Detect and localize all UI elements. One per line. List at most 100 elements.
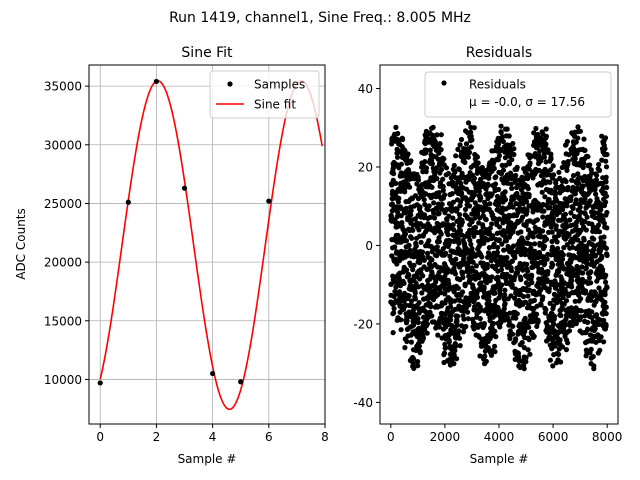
residual-point	[472, 192, 478, 198]
residual-point	[487, 335, 493, 341]
residual-point	[411, 356, 417, 362]
residual-point	[524, 261, 530, 267]
residual-point	[483, 358, 489, 364]
residual-point	[546, 196, 552, 203]
residual-point	[454, 206, 460, 212]
residual-point	[540, 214, 546, 220]
residual-point	[418, 239, 424, 245]
residual-point	[491, 241, 497, 247]
residual-point	[455, 313, 461, 319]
residual-point	[429, 184, 435, 190]
residuals-xtick-label: 0	[387, 430, 395, 444]
residuals-xlabel: Sample #	[470, 452, 529, 466]
residual-point	[438, 290, 444, 296]
residual-point	[430, 124, 436, 130]
residual-point	[465, 309, 471, 315]
residual-point	[481, 284, 487, 290]
residual-point	[396, 275, 402, 281]
residual-point	[599, 157, 605, 163]
residual-point	[522, 315, 528, 321]
sine-fit-ytick-label: 20000	[44, 256, 82, 270]
residual-point	[484, 261, 490, 268]
residual-point	[412, 216, 418, 222]
residual-point	[476, 188, 482, 194]
residual-point	[514, 190, 520, 197]
residual-point	[541, 154, 548, 160]
residual-point	[514, 311, 520, 317]
residual-point	[593, 191, 599, 197]
residual-point	[518, 229, 524, 235]
residual-point	[421, 197, 427, 203]
residual-point	[527, 351, 533, 357]
residual-point	[504, 126, 510, 132]
residual-point	[575, 171, 581, 177]
residual-point	[415, 177, 422, 183]
residual-point	[550, 303, 557, 309]
sample-point	[153, 78, 160, 85]
residual-point	[582, 288, 589, 294]
residual-point	[514, 164, 520, 170]
residual-point	[509, 185, 515, 191]
residual-point	[524, 207, 530, 213]
residual-point	[396, 195, 402, 201]
residual-point	[533, 125, 539, 132]
residual-point	[499, 134, 506, 140]
residual-point	[507, 335, 513, 342]
residual-point	[518, 276, 524, 283]
residual-point	[459, 289, 466, 295]
residual-point	[486, 294, 492, 300]
residual-point	[553, 223, 559, 229]
residual-point	[420, 335, 426, 341]
residual-point	[415, 363, 421, 369]
residual-point	[582, 219, 588, 225]
residual-point	[508, 268, 515, 274]
residual-point	[389, 182, 395, 188]
residual-point	[416, 227, 422, 233]
residual-point	[580, 270, 586, 276]
residual-point	[454, 356, 460, 362]
residuals-xtick-label: 4000	[484, 430, 515, 444]
residual-point	[578, 314, 584, 320]
residual-point	[406, 293, 412, 299]
residual-point	[548, 156, 554, 162]
residual-point	[456, 166, 462, 172]
residual-point	[457, 343, 463, 349]
residual-point	[396, 289, 403, 295]
residual-point	[450, 199, 456, 205]
residual-point	[428, 304, 434, 310]
residual-point	[513, 172, 519, 179]
residual-point	[603, 272, 609, 278]
residual-point	[592, 290, 599, 296]
residual-point	[509, 157, 515, 163]
residual-point	[480, 260, 486, 266]
residual-point	[438, 147, 444, 153]
residual-point	[540, 228, 546, 234]
residual-point	[416, 343, 422, 349]
residual-point	[581, 136, 587, 142]
residual-point	[463, 323, 469, 330]
residual-point	[512, 255, 518, 261]
residual-point	[592, 187, 598, 193]
residual-point	[489, 221, 495, 227]
residual-point	[492, 290, 498, 296]
residuals-ytick-label: -20	[353, 317, 373, 331]
residual-point	[436, 190, 442, 196]
residual-point	[496, 153, 502, 159]
residual-point	[541, 208, 547, 214]
residual-point	[574, 185, 581, 191]
residual-point	[413, 243, 419, 249]
residual-point	[456, 328, 462, 334]
residual-point	[472, 224, 479, 230]
residual-point	[564, 167, 570, 173]
residual-point	[604, 184, 610, 191]
legend-stats-label: μ = -0.0, σ = 17.56	[469, 95, 585, 109]
residual-point	[538, 234, 544, 240]
residual-point	[458, 136, 465, 143]
residual-point	[436, 239, 442, 245]
residual-point	[411, 365, 417, 371]
residual-point	[498, 129, 504, 136]
sine-fit-ytick-label: 25000	[44, 197, 82, 211]
residual-point	[603, 158, 609, 164]
residual-point	[558, 359, 564, 365]
residual-point	[432, 139, 438, 145]
